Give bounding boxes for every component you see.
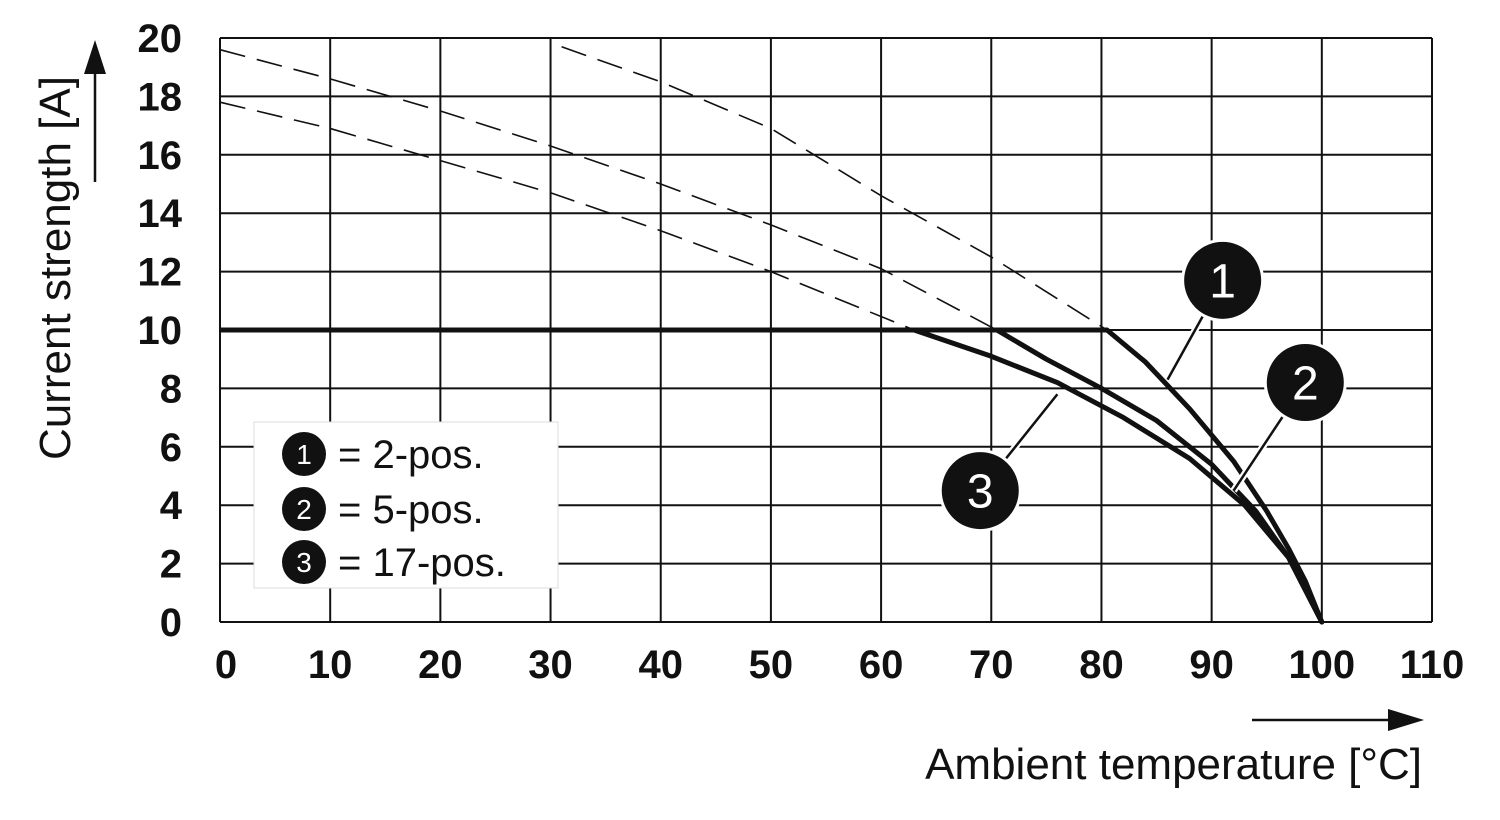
y-tick-label-0: 0 (160, 601, 182, 645)
legend-badge-label-1: 1 (296, 439, 312, 470)
derating-curves (220, 327, 1325, 625)
derating-curve-series-1 (1104, 327, 1325, 625)
x-tick-label-20: 20 (418, 643, 463, 687)
y-tick-label-16: 16 (138, 134, 183, 178)
legend-item-1: 1 = 2-pos. (282, 432, 484, 477)
callout-badge-3 (938, 449, 1022, 533)
x-tick-label-80: 80 (1079, 643, 1124, 687)
dashed-extrapolations (219, 46, 1108, 331)
x-tick-labels: 0 10 20 30 40 50 60 70 80 90 100 110 (215, 643, 1464, 687)
callout-label-2: 2 (1292, 358, 1319, 411)
legend: 1 = 2-pos. 2 = 5-pos. 3 = 17-pos. (253, 421, 559, 589)
x-axis-arrow-icon (1388, 709, 1424, 731)
y-tick-label-18: 18 (138, 75, 183, 119)
y-tick-label-4: 4 (160, 484, 183, 528)
legend-badge-label-3: 3 (296, 547, 312, 578)
x-tick-label-110: 110 (1400, 643, 1465, 687)
legend-text-2: = 5-pos. (338, 488, 484, 532)
x-tick-label-50: 50 (749, 643, 794, 687)
x-tick-label-90: 90 (1189, 643, 1234, 687)
x-tick-label-40: 40 (638, 643, 683, 687)
x-axis-label: Ambient temperature [°C] (925, 740, 1422, 789)
x-axis-title-group: Ambient temperature [°C] (925, 709, 1424, 789)
dashed-line-series-1 (561, 46, 1108, 331)
y-tick-label-2: 2 (160, 543, 182, 587)
x-tick-label-30: 30 (528, 643, 573, 687)
legend-badge-1 (282, 432, 326, 476)
legend-text-1: = 2-pos. (338, 433, 484, 477)
x-tick-label-0: 0 (215, 643, 237, 687)
derating-curve-series-3 (911, 327, 1325, 625)
callout-badge-1 (1181, 238, 1265, 322)
legend-text-3: = 17-pos. (338, 541, 506, 585)
legend-item-2: 2 = 5-pos. (282, 487, 484, 532)
y-tick-label-14: 14 (138, 192, 183, 236)
y-tick-label-20: 20 (138, 17, 183, 61)
legend-badge-2 (282, 487, 326, 531)
curve-callouts: 1 2 3 (938, 238, 1347, 533)
y-tick-label-6: 6 (160, 426, 182, 470)
callout-label-1: 1 (1209, 255, 1236, 308)
x-tick-label-100: 100 (1288, 643, 1355, 687)
y-tick-label-8: 8 (160, 367, 182, 411)
x-tick-label-60: 60 (859, 643, 904, 687)
dashed-line-series-3 (219, 101, 915, 331)
legend-badge-label-2: 2 (296, 494, 312, 525)
y-tick-label-12: 12 (138, 251, 183, 295)
y-axis-title-group: Current strength [A] (31, 40, 106, 460)
y-axis-label: Current strength [A] (31, 76, 80, 460)
callout-label-3: 3 (967, 466, 994, 519)
x-tick-label-10: 10 (308, 643, 353, 687)
dashed-line-series-2 (219, 48, 998, 331)
y-tick-labels: 0 2 4 6 8 10 12 14 16 18 20 (138, 17, 183, 645)
callout-badge-2 (1263, 341, 1347, 425)
y-tick-label-10: 10 (138, 309, 183, 353)
x-tick-label-70: 70 (969, 643, 1014, 687)
y-axis-arrow-icon (84, 40, 106, 74)
legend-badge-3 (282, 540, 326, 584)
legend-item-3: 3 = 17-pos. (282, 540, 506, 585)
